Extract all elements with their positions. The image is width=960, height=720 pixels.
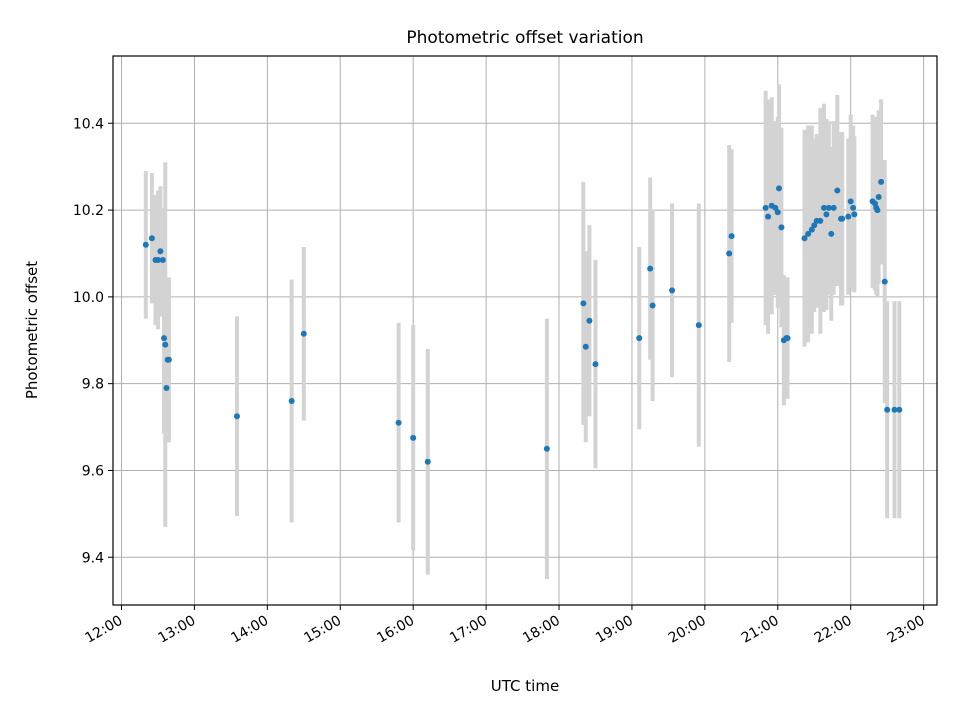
data-point xyxy=(778,224,785,231)
y-tick-label: 10.4 xyxy=(73,116,104,132)
data-point xyxy=(884,406,891,413)
data-point xyxy=(817,217,824,224)
chart-title: Photometric offset variation xyxy=(406,28,643,48)
y-tick-label: 9.6 xyxy=(82,463,104,479)
data-point xyxy=(845,213,852,220)
data-point xyxy=(847,198,854,205)
plot-frame xyxy=(112,55,938,606)
data-point xyxy=(896,406,903,413)
data-point xyxy=(881,278,888,285)
data-point xyxy=(148,235,155,242)
data-point xyxy=(288,398,295,405)
data-point xyxy=(649,302,656,309)
y-tick-label: 10.0 xyxy=(73,290,104,306)
data-point xyxy=(823,211,830,218)
data-point xyxy=(765,213,772,220)
data-point xyxy=(878,178,885,185)
y-axis: 9.4 9.6 9.8 10.0 10.2 10.4 xyxy=(73,116,113,566)
data-point xyxy=(784,335,791,342)
data-point xyxy=(543,445,550,452)
data-point xyxy=(161,335,168,342)
data-point xyxy=(395,419,402,426)
data-point xyxy=(154,256,161,263)
data-point xyxy=(776,185,783,192)
y-tick-label: 10.2 xyxy=(73,203,104,219)
data-point xyxy=(582,343,589,350)
data-point xyxy=(592,361,599,368)
data-point xyxy=(695,322,702,329)
data-point xyxy=(636,335,643,342)
data-point xyxy=(580,300,587,307)
data-point xyxy=(159,256,166,263)
data-point xyxy=(762,204,769,211)
data-point xyxy=(850,204,857,211)
data-point xyxy=(157,248,164,255)
data-point xyxy=(647,265,654,272)
data-point xyxy=(142,241,149,248)
y-tick-label: 9.4 xyxy=(82,550,104,566)
data-point xyxy=(891,406,898,413)
data-point xyxy=(726,250,733,257)
data-point xyxy=(801,235,808,242)
data-point xyxy=(669,287,676,294)
y-tick-label: 9.8 xyxy=(82,377,104,393)
data-point xyxy=(410,434,417,441)
data-point xyxy=(163,385,170,392)
data-point xyxy=(828,230,835,237)
data-point xyxy=(825,204,832,211)
data-point xyxy=(805,230,812,237)
data-point xyxy=(774,209,781,216)
data-point xyxy=(830,204,837,211)
data-point xyxy=(233,413,240,420)
data-point xyxy=(851,211,858,218)
data-point xyxy=(839,215,846,222)
data-point xyxy=(162,341,169,348)
data-point xyxy=(820,204,827,211)
data-points xyxy=(142,178,903,465)
y-axis-label: Photometric offset xyxy=(23,261,41,399)
data-point xyxy=(424,458,431,465)
x-axis-label: UTC time xyxy=(491,677,559,695)
data-point xyxy=(875,194,882,201)
data-point xyxy=(874,207,881,214)
data-point xyxy=(300,330,307,337)
data-point xyxy=(834,187,841,194)
data-point xyxy=(586,317,593,324)
data-point xyxy=(165,356,172,363)
data-point xyxy=(728,233,735,240)
